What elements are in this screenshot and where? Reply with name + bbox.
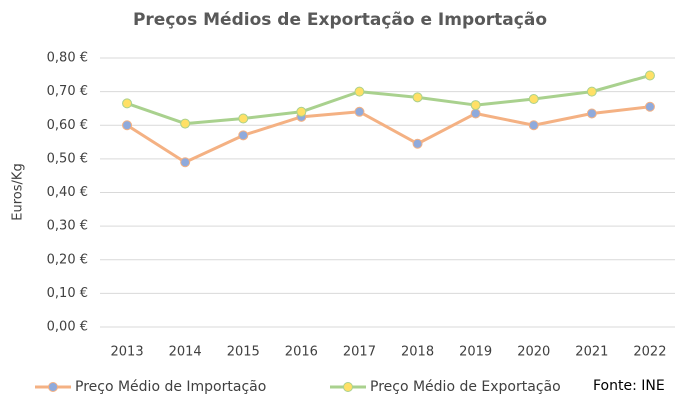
y-axis-label: Euros/Kg: [11, 163, 26, 220]
data-point: [238, 130, 249, 141]
x-tick-label: 2016: [285, 345, 318, 360]
data-point: [412, 92, 423, 103]
data-point: [238, 113, 249, 124]
data-point: [354, 106, 365, 117]
data-point: [122, 120, 133, 131]
legend-marker: [343, 382, 353, 392]
y-tick-label: 0,30 €: [47, 219, 88, 234]
data-point: [586, 108, 597, 119]
x-tick-label: 2018: [401, 345, 434, 360]
x-tick-label: 2017: [343, 345, 376, 360]
legend-label: Preço Médio de Importação: [75, 379, 266, 395]
data-point: [470, 108, 481, 119]
x-tick-label: 2022: [633, 345, 666, 360]
data-point: [586, 86, 597, 97]
legend-label: Preço Médio de Exportação: [370, 379, 561, 395]
data-point: [470, 100, 481, 111]
y-tick-label: 0,60 €: [47, 118, 88, 133]
data-point: [644, 70, 655, 81]
y-tick-label: 0,40 €: [47, 185, 88, 200]
x-tick-label: 2015: [227, 345, 260, 360]
x-tick-label: 2020: [517, 345, 550, 360]
chart-title: Preços Médios de Exportação e Importação: [133, 10, 547, 30]
y-tick-label: 0,00 €: [47, 320, 88, 335]
data-point: [296, 106, 307, 117]
x-tick-label: 2019: [459, 345, 492, 360]
y-tick-label: 0,50 €: [47, 151, 88, 166]
x-tick-label: 2013: [111, 345, 144, 360]
y-tick-label: 0,10 €: [47, 286, 88, 301]
y-tick-label: 0,20 €: [47, 252, 88, 267]
series-line: [126, 105, 651, 164]
data-point: [644, 101, 655, 112]
data-point: [354, 86, 365, 97]
data-point: [528, 94, 539, 105]
x-tick-label: 2021: [575, 345, 608, 360]
data-point: [412, 138, 423, 149]
data-point: [528, 120, 539, 131]
x-tick-label: 2014: [169, 345, 202, 360]
source-note: Fonte: INE: [593, 378, 665, 394]
y-tick-label: 0,70 €: [47, 84, 88, 99]
legend-marker: [48, 382, 58, 392]
series-line: [126, 74, 651, 126]
data-point: [122, 98, 133, 109]
y-tick-label: 0,80 €: [47, 51, 88, 66]
data-point: [180, 157, 191, 168]
data-point: [180, 118, 191, 129]
